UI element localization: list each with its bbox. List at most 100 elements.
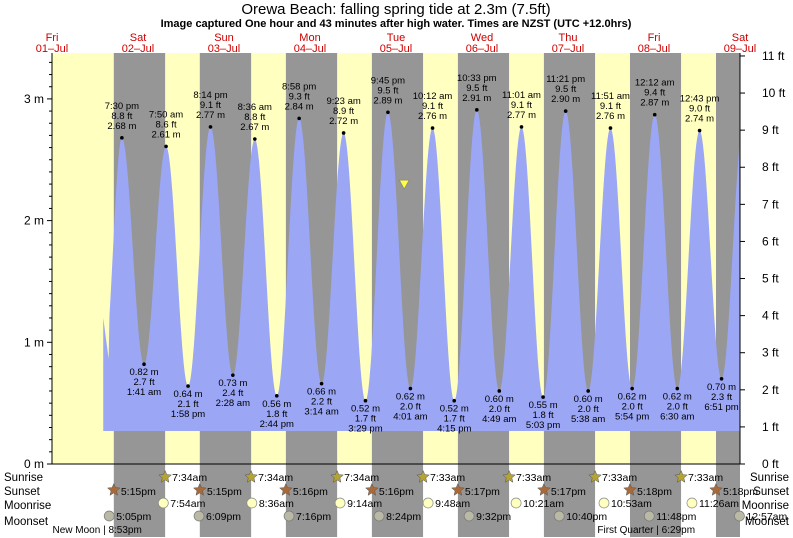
moonset-time: 5:05pm [116,511,151,523]
day-date: 07–Jul [552,43,584,55]
extremum-dot [231,373,235,377]
sunset-time: 5:15pm [207,486,242,498]
moonrise-time: 10:21am [523,498,564,510]
sunrise-star-icon [416,469,430,483]
plot-area [52,53,740,537]
day-name: Sun [214,32,234,44]
extremum-label: 2.0 ft [622,402,643,413]
y2-tick-label: 4 ft [762,309,779,323]
extremum-label: 7:50 am [149,109,183,120]
extremum-label: 2.3 ft [711,392,732,403]
day-name: Tue [387,32,406,44]
extremum-dot [452,398,457,403]
moonrise-time: 9:48am [435,498,470,510]
day-name: Fri [46,32,59,44]
moonset-moon-icon [463,510,475,522]
extremum-label: 2.76 m [418,111,447,122]
moonset-time: 9:32pm [476,511,511,523]
extremum-label: 2:28 am [216,398,250,409]
sunrise-star-icon [158,469,172,483]
extremum-dot [519,125,524,129]
extremum-label: 11:01 am [502,90,541,101]
extremum-label: 0.64 m [174,389,203,400]
extremum-dot [652,112,657,117]
y2-tick-label: 9 ft [762,123,779,137]
extremum-label: 2.67 m [240,122,269,133]
y2-tick-label: 8 ft [762,160,779,174]
extremum-label: 2.72 m [329,116,358,127]
sunrise-star-icon [330,469,344,483]
y-tick-label: 1 m [24,335,44,349]
extremum-dot [497,389,502,393]
day-date: 04–Jul [294,43,326,55]
extremum-label: 7:30 pm [105,101,139,112]
moonset-moon-icon [734,510,745,522]
sunset-time: 5:18pm [637,486,672,498]
extremum-label: 2.68 m [107,121,136,132]
sunset-time: 5:16pm [379,486,414,498]
day-date: 09–Jul [724,43,756,55]
extremum-label: 8.6 ft [155,119,176,130]
y2-tick-label: 11 ft [762,49,785,63]
sunrise-time: 7:33am [688,472,723,484]
sunrise-time: 7:34am [344,472,379,484]
extremum-dot [319,381,324,386]
extremum-dot [186,384,190,388]
sunrise-time: 7:33am [602,472,637,484]
day-name: Fri [648,32,661,44]
extremum-label: 6:30 am [660,412,694,423]
extremum-dot [719,377,724,381]
sunset-star-icon [709,482,723,496]
extremum-label: 9.5 ft [555,84,576,95]
extremum-dot [341,131,346,135]
y2-tick-label: 1 ft [762,420,779,434]
extremum-label: 8.8 ft [244,112,265,123]
extremum-label: 12:12 am [635,78,675,89]
extremum-label: 2.89 m [373,95,402,106]
y2-tick-label: 5 ft [762,272,779,286]
y2-tick-label: 7 ft [762,197,779,211]
sunset-star-icon [623,482,637,496]
moonrise-moon-icon [157,497,169,509]
extremum-label: 10:33 pm [457,73,497,84]
sunset-star-icon [106,482,121,496]
extremum-label: 0.60 m [574,394,603,405]
extremum-label: 5:38 am [571,414,605,425]
moonset-moon-icon [643,510,655,522]
sunset-time: 5:18pm [723,486,758,498]
extremum-dot [297,116,301,121]
day-date: 06–Jul [466,43,498,55]
moonset-time: 8:24pm [386,511,421,523]
extremum-dot [630,386,634,391]
extremum-label: 2.61 m [152,129,181,140]
y-tick-label: 3 m [24,92,44,106]
moonrise-time: 11:26am [699,498,739,510]
extremum-label: 0.70 m [707,382,736,393]
extremum-label: 0.52 m [351,404,380,415]
moonset-time: 12:57am [746,511,787,523]
extremum-label: 3:29 pm [348,424,382,435]
sunrise-star-icon [588,469,602,483]
extremum-label: 2.1 ft [177,399,198,410]
extremum-dot [563,109,568,113]
moonset-moon-icon [553,510,565,522]
extremum-label: 0.60 m [485,394,514,405]
extremum-dot [274,394,279,398]
extremum-dot [430,126,435,130]
extremum-label: 1.7 ft [444,414,465,425]
extremum-label: 9.5 ft [466,83,487,94]
moonset-time: 6:09pm [206,511,241,523]
extremum-label: 9.1 ft [200,100,221,111]
moonset-time: 11:48pm [656,511,696,523]
extremum-label: 1:41 am [127,387,161,398]
day-name: Wed [471,32,493,44]
moonset-row-label: Moonset [4,516,49,528]
y2-tick-label: 10 ft [762,86,786,100]
extremum-label: 4:01 am [393,412,427,423]
extremum-label: 1.8 ft [533,410,554,421]
moonset-moon-icon [103,510,115,522]
sunset-row-label-right: Sunset [753,486,790,498]
extremum-dot [363,398,368,403]
extremum-dot [608,126,613,130]
moonset-time: 10:40pm [566,511,607,523]
